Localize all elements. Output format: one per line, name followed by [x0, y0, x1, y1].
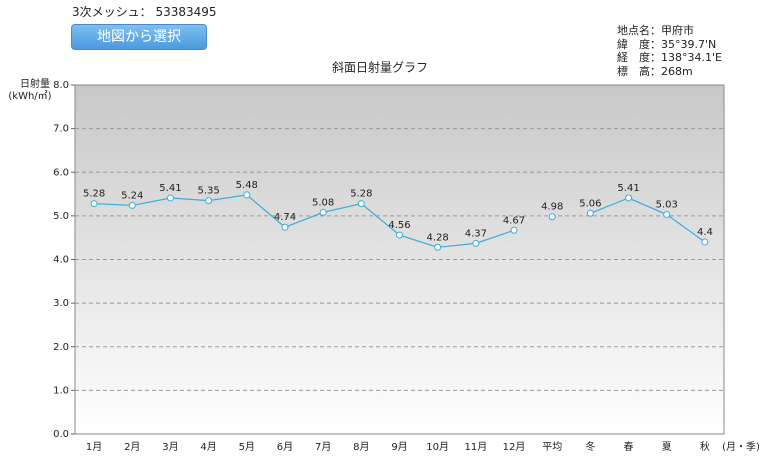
data-point — [586, 209, 594, 217]
x-tick-label: 1月 — [86, 441, 102, 453]
x-tick-label: 夏 — [662, 441, 672, 453]
data-point — [548, 213, 556, 221]
data-label: 4.98 — [541, 202, 563, 213]
data-label: 5.48 — [236, 180, 258, 191]
x-axis-label: (月・季) — [722, 441, 760, 453]
data-point — [243, 191, 251, 199]
y-tick-label: 4.0 — [53, 255, 69, 266]
y-tick-label: 2.0 — [53, 342, 69, 353]
site-info: 地点名：甲府市 緯 度：35°39.7'N 経 度：138°34.1'E 標 高… — [617, 24, 722, 78]
chart-title: 斜面日射量グラフ — [332, 60, 428, 75]
data-label: 5.28 — [350, 189, 372, 200]
x-tick-label: 2月 — [124, 441, 140, 453]
x-tick-label: 冬 — [585, 440, 595, 453]
x-tick-label: 9月 — [391, 441, 407, 453]
x-tick-label: 6月 — [277, 441, 293, 453]
data-label: 5.41 — [617, 183, 639, 194]
mesh-code: 53383495 — [155, 5, 217, 19]
data-label: 5.35 — [197, 186, 219, 197]
data-label: 4.28 — [427, 232, 449, 243]
x-tick-label: 10月 — [426, 441, 449, 453]
data-point — [319, 208, 327, 216]
info-line: 緯 度：35°39.7'N — [617, 37, 717, 51]
y-tick-label: 6.0 — [53, 167, 69, 178]
data-point — [701, 238, 709, 246]
data-point — [205, 197, 213, 205]
data-label: 4.4 — [697, 227, 713, 238]
x-tick-label: 4月 — [200, 441, 216, 453]
data-label: 5.08 — [312, 197, 334, 208]
data-point — [472, 239, 480, 247]
data-point — [434, 243, 442, 251]
data-label: 4.56 — [388, 220, 410, 231]
data-label: 5.06 — [579, 198, 601, 209]
data-point — [166, 194, 174, 202]
x-tick-label: 11月 — [464, 441, 487, 453]
y-tick-label: 8.0 — [53, 80, 69, 91]
info-line: 経 度：138°34.1'E — [617, 51, 722, 64]
data-label: 5.03 — [656, 200, 678, 211]
mesh-label: 3次メッシュ： — [72, 5, 152, 19]
y-axis-label: (kWh/㎡) — [8, 90, 51, 102]
data-point — [625, 194, 633, 202]
x-tick-label: 春 — [624, 441, 634, 453]
x-tick-label: 8月 — [353, 441, 369, 453]
info-line: 標 高：268m — [617, 64, 693, 78]
x-tick-label: 3月 — [162, 441, 178, 453]
x-tick-label: 秋 — [700, 440, 710, 453]
y-tick-label: 3.0 — [53, 298, 69, 309]
data-point — [128, 201, 136, 209]
y-tick-label: 7.0 — [53, 124, 69, 135]
data-label: 4.67 — [503, 215, 525, 226]
mesh: 3次メッシュ： 53383495 — [72, 3, 217, 20]
data-point — [663, 211, 671, 219]
y-tick-label: 0.0 — [53, 429, 69, 440]
x-tick-label: 12月 — [503, 441, 526, 453]
data-point — [357, 200, 365, 208]
x-tick-label: 7月 — [315, 441, 331, 453]
data-point — [90, 200, 98, 208]
info-line: 地点名：甲府市 — [617, 24, 694, 37]
series-line — [94, 194, 515, 248]
data-point — [396, 231, 403, 239]
data-label: 4.37 — [465, 228, 487, 239]
data-label: 5.41 — [159, 183, 181, 194]
data-label: 5.24 — [121, 190, 143, 201]
y-tick-label: 5.0 — [53, 211, 69, 222]
map-select-button[interactable]: 地図から選択 — [71, 24, 207, 50]
series-line — [590, 197, 706, 243]
data-point — [510, 226, 518, 234]
y-axis-label: 日射量 — [20, 78, 50, 90]
x-tick-label: 5月 — [239, 441, 255, 453]
data-label: 5.28 — [83, 189, 105, 200]
x-tick-label: 平均 — [542, 441, 562, 453]
y-tick-label: 1.0 — [53, 385, 69, 396]
data-label: 4.74 — [274, 212, 296, 223]
data-point — [281, 223, 289, 231]
